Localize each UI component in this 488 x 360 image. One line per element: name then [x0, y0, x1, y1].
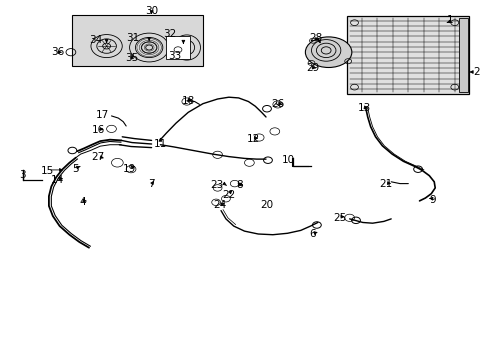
Bar — [458, 18, 468, 92]
Text: 16: 16 — [92, 125, 105, 135]
Text: 1: 1 — [446, 15, 452, 25]
Ellipse shape — [305, 37, 351, 68]
Text: 24: 24 — [213, 200, 226, 210]
Text: 3: 3 — [19, 170, 25, 180]
Text: 25: 25 — [332, 213, 346, 223]
Bar — [346, 16, 468, 94]
Text: 34: 34 — [89, 35, 102, 45]
Text: 26: 26 — [270, 99, 284, 109]
Text: 5: 5 — [72, 164, 79, 174]
Bar — [166, 36, 189, 59]
Text: 15: 15 — [41, 166, 55, 176]
Text: 29: 29 — [305, 63, 319, 73]
Text: 31: 31 — [126, 33, 140, 43]
Text: 32: 32 — [163, 29, 177, 39]
Text: 6: 6 — [309, 229, 316, 239]
Text: 33: 33 — [168, 51, 182, 61]
Text: 17: 17 — [96, 110, 109, 120]
Text: 23: 23 — [209, 180, 223, 190]
Text: 27: 27 — [91, 152, 104, 162]
Text: 11: 11 — [153, 139, 167, 149]
Text: 9: 9 — [428, 195, 435, 205]
Text: 36: 36 — [51, 47, 64, 57]
Text: 35: 35 — [125, 53, 139, 63]
Text: 30: 30 — [145, 6, 158, 16]
Text: 12: 12 — [246, 134, 260, 144]
Bar — [72, 15, 203, 66]
Text: 21: 21 — [379, 179, 392, 189]
Text: 28: 28 — [308, 33, 322, 43]
Text: 18: 18 — [181, 96, 195, 106]
Text: 19: 19 — [122, 164, 136, 174]
Text: 8: 8 — [236, 180, 243, 190]
Text: 20: 20 — [260, 200, 272, 210]
Text: 10: 10 — [282, 155, 294, 165]
Text: 7: 7 — [148, 179, 155, 189]
Text: 14: 14 — [51, 175, 64, 185]
Text: 13: 13 — [357, 103, 370, 113]
Text: 2: 2 — [472, 67, 479, 77]
Text: 22: 22 — [222, 190, 235, 200]
Text: 4: 4 — [80, 197, 86, 207]
